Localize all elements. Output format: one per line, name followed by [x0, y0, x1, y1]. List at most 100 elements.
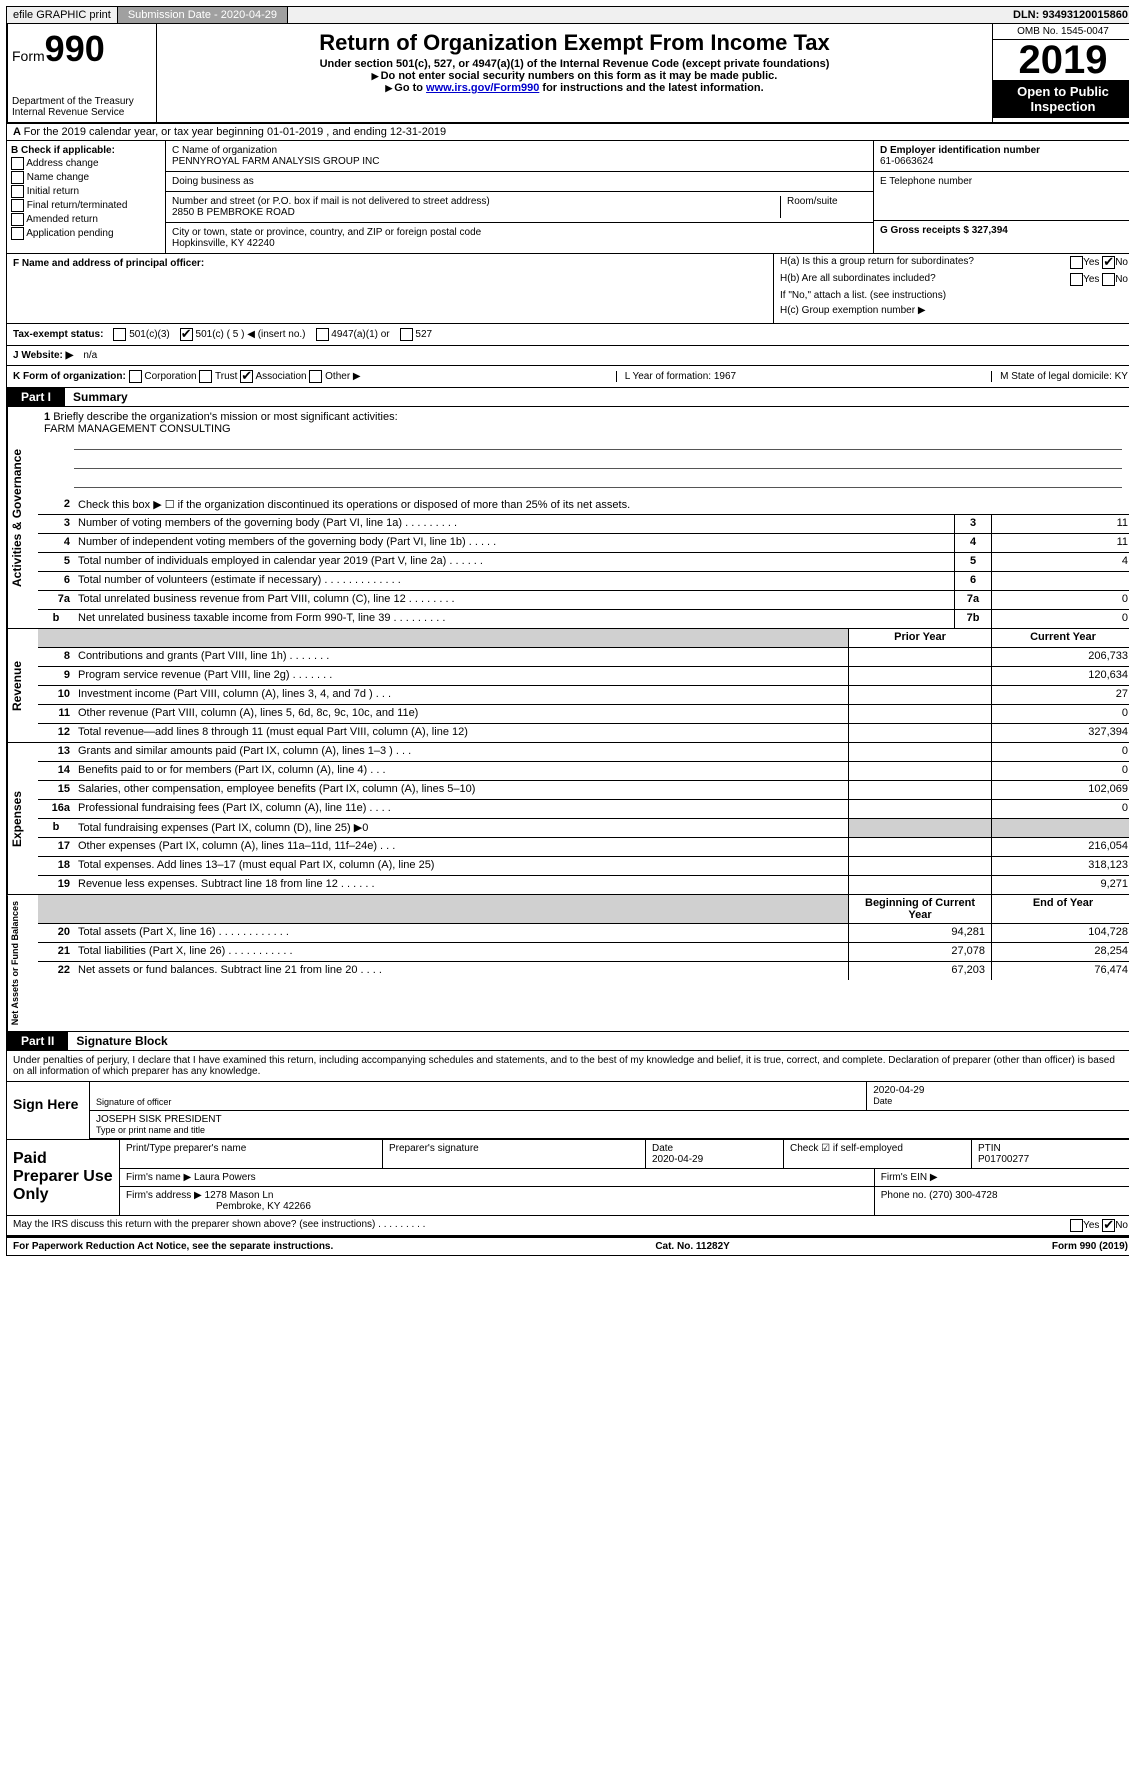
- form-number: Form990: [12, 28, 152, 70]
- line-8-cur: 206,733: [991, 648, 1129, 666]
- part1-header: Part I Summary: [6, 388, 1129, 407]
- self-employed-check[interactable]: Check ☑ if self-employed: [784, 1140, 972, 1168]
- org-name: PENNYROYAL FARM ANALYSIS GROUP INC: [172, 156, 867, 167]
- line-17-cur: 216,054: [991, 838, 1129, 856]
- website-value: n/a: [83, 350, 97, 361]
- revenue-side-label: Revenue: [7, 629, 38, 742]
- line-4: Number of independent voting members of …: [74, 534, 954, 552]
- ein-label: D Employer identification number: [880, 145, 1128, 156]
- org-address: 2850 B PEMBROKE ROAD: [172, 207, 780, 218]
- line-10-cur: 27: [991, 686, 1129, 704]
- box-d-e-g: D Employer identification number 61-0663…: [874, 141, 1129, 253]
- line-6: Total number of volunteers (estimate if …: [74, 572, 954, 590]
- part2-header: Part II Signature Block: [6, 1032, 1129, 1051]
- line-1: 1 Briefly describe the organization's mi…: [38, 407, 1129, 496]
- line-3: Number of voting members of the governin…: [74, 515, 954, 533]
- firm-name: Laura Powers: [194, 1172, 256, 1183]
- cb-application-pending[interactable]: Application pending: [11, 227, 161, 240]
- submission-date-button[interactable]: Submission Date - 2020-04-29: [118, 7, 288, 23]
- website-label: J Website: ▶: [13, 350, 73, 361]
- room-label: Room/suite: [780, 196, 867, 218]
- prep-date: 2020-04-29: [652, 1154, 703, 1165]
- preparer-name-label: Print/Type preparer's name: [120, 1140, 383, 1168]
- officer-name: JOSEPH SISK PRESIDENT: [96, 1114, 1128, 1125]
- signature-block: Under penalties of perjury, I declare th…: [6, 1051, 1129, 1140]
- line-20-cur: 104,728: [991, 924, 1129, 942]
- form-subtitle: Under section 501(c), 527, or 4947(a)(1)…: [161, 58, 988, 70]
- firm-addr-label: Firm's address ▶: [126, 1190, 202, 1201]
- cb-corp[interactable]: Corporation: [129, 371, 197, 382]
- line-13: Grants and similar amounts paid (Part IX…: [74, 743, 848, 761]
- box-h: H(a) Is this a group return for subordin…: [774, 254, 1129, 323]
- line-5-val: 4: [991, 553, 1129, 571]
- cb-527[interactable]: 527: [400, 328, 432, 341]
- phone-label: E Telephone number: [880, 176, 1128, 187]
- sig-date: 2020-04-29: [873, 1085, 1128, 1096]
- current-year-hdr: Current Year: [991, 629, 1129, 647]
- website-row: J Website: ▶ n/a: [6, 346, 1129, 366]
- cb-501c3[interactable]: 501(c)(3): [113, 328, 169, 341]
- ssn-note: Do not enter social security numbers on …: [161, 70, 988, 82]
- form-prefix: Form: [12, 48, 45, 64]
- cb-address-change[interactable]: Address change: [11, 157, 161, 170]
- form-title: Return of Organization Exempt From Incom…: [161, 30, 988, 56]
- form-990-number: 990: [45, 28, 105, 69]
- ptin-value: P01700277: [978, 1154, 1029, 1165]
- line-19-cur: 9,271: [991, 876, 1129, 894]
- footer-row: For Paperwork Reduction Act Notice, see …: [6, 1236, 1129, 1256]
- cb-initial-return[interactable]: Initial return: [11, 185, 161, 198]
- ha-label: H(a) Is this a group return for subordin…: [780, 256, 974, 269]
- cb-amended[interactable]: Amended return: [11, 213, 161, 226]
- discuss-answer: Yes No: [1070, 1219, 1128, 1232]
- line-15: Salaries, other compensation, employee b…: [74, 781, 848, 799]
- city-label: City or town, state or province, country…: [172, 227, 867, 238]
- line-9: Program service revenue (Part VIII, line…: [74, 667, 848, 685]
- line-19: Revenue less expenses. Subtract line 18 …: [74, 876, 848, 894]
- prep-date-label: Date: [652, 1143, 673, 1154]
- k-label: K Form of organization:: [13, 371, 126, 382]
- block-f-h: F Name and address of principal officer:…: [6, 254, 1129, 324]
- end-year-hdr: End of Year: [991, 895, 1129, 923]
- netassets-side-label: Net Assets or Fund Balances: [7, 895, 38, 1031]
- cb-name-change[interactable]: Name change: [11, 171, 161, 184]
- line-13-cur: 0: [991, 743, 1129, 761]
- firm-phone: Phone no. (270) 300-4728: [875, 1187, 1129, 1215]
- line-21-cur: 28,254: [991, 943, 1129, 961]
- paid-preparer-block: Paid Preparer Use Only Print/Type prepar…: [6, 1140, 1129, 1216]
- line-18-cur: 318,123: [991, 857, 1129, 875]
- line-14-cur: 0: [991, 762, 1129, 780]
- governance-section: Activities & Governance 1 Briefly descri…: [6, 407, 1129, 629]
- cb-assoc[interactable]: Association: [240, 371, 306, 382]
- line-15-cur: 102,069: [991, 781, 1129, 799]
- line-3-val: 11: [991, 515, 1129, 533]
- cb-501c[interactable]: 501(c) ( 5 ) ◀ (insert no.): [180, 328, 306, 341]
- line-6-val: [991, 572, 1129, 590]
- preparer-sig-label: Preparer's signature: [383, 1140, 646, 1168]
- discuss-row: May the IRS discuss this return with the…: [6, 1216, 1129, 1236]
- form990-link[interactable]: www.irs.gov/Form990: [426, 82, 539, 94]
- firm-addr1: 1278 Mason Ln: [205, 1190, 274, 1201]
- line-11: Other revenue (Part VIII, column (A), li…: [74, 705, 848, 723]
- box-c: C Name of organization PENNYROYAL FARM A…: [166, 141, 874, 253]
- cb-trust[interactable]: Trust: [199, 371, 237, 382]
- expenses-side-label: Expenses: [7, 743, 38, 894]
- line-2: Check this box ▶ ☐ if the organization d…: [74, 496, 1129, 514]
- cb-4947[interactable]: 4947(a)(1) or: [316, 328, 390, 341]
- line-22: Net assets or fund balances. Subtract li…: [74, 962, 848, 980]
- part2-tab: Part II: [7, 1032, 68, 1050]
- governance-side-label: Activities & Governance: [7, 407, 38, 628]
- line-4-val: 11: [991, 534, 1129, 552]
- type-name-caption: Type or print name and title: [96, 1125, 1128, 1135]
- cb-other[interactable]: Other ▶: [309, 371, 360, 382]
- firm-addr2: Pembroke, KY 42266: [216, 1201, 311, 1212]
- line-21: Total liabilities (Part X, line 26) . . …: [74, 943, 848, 961]
- cb-final-return[interactable]: Final return/terminated: [11, 199, 161, 212]
- year-formation: L Year of formation: 1967: [616, 371, 736, 382]
- expenses-section: Expenses 13Grants and similar amounts pa…: [6, 743, 1129, 895]
- sig-declaration: Under penalties of perjury, I declare th…: [7, 1051, 1129, 1082]
- line-12-cur: 327,394: [991, 724, 1129, 742]
- dba-label: Doing business as: [172, 176, 867, 187]
- tax-status-row: Tax-exempt status: 501(c)(3) 501(c) ( 5 …: [6, 324, 1129, 346]
- footer-mid: Cat. No. 11282Y: [655, 1241, 729, 1252]
- org-name-label: C Name of organization: [172, 145, 867, 156]
